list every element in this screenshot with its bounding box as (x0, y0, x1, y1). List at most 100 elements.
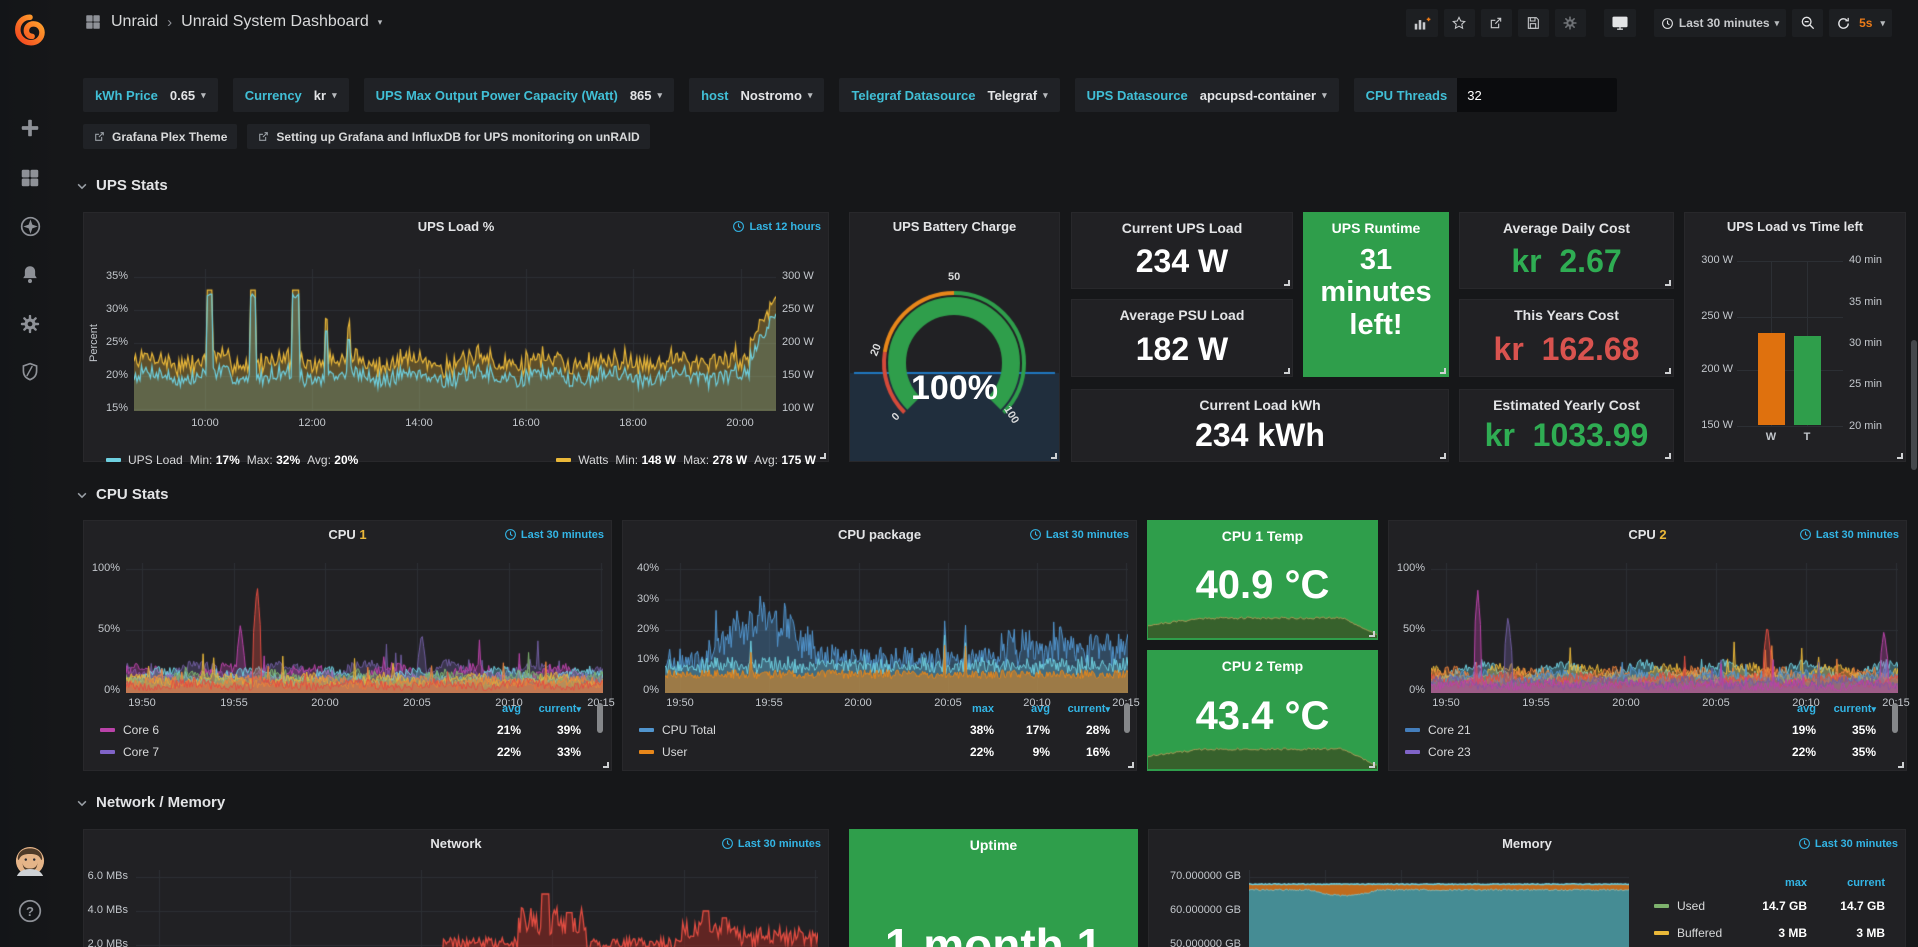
legend-header-current[interactable]: current▾ (538, 703, 581, 715)
variable-ups-max-output[interactable]: UPS Max Output Power Capacity (Watt) 865… (363, 78, 675, 112)
legend-item[interactable]: Used (1654, 899, 1705, 913)
panel-resize-handle[interactable] (1665, 453, 1671, 459)
panel-time-range[interactable]: Last 30 minutes (1029, 528, 1129, 541)
apps-icon[interactable] (84, 13, 102, 31)
legend-header-current[interactable]: current▾ (1833, 703, 1876, 715)
panel-time-range[interactable]: Last 30 minutes (1798, 837, 1898, 850)
legend-header-current[interactable]: current▾ (1067, 703, 1110, 715)
panel-resize-handle[interactable] (1898, 762, 1904, 768)
legend-item[interactable]: User (639, 745, 687, 759)
user-avatar[interactable] (0, 843, 60, 879)
legend-item-ups-load[interactable]: UPS Load Min: 17% Max: 32% Avg: 20% (106, 453, 358, 467)
stat-title[interactable]: Average PSU Load (1119, 307, 1245, 323)
legend-header-avg[interactable]: avg (502, 703, 521, 715)
cpu-threads-input[interactable] (1457, 78, 1618, 112)
panel-title[interactable]: CPU 1 (328, 527, 367, 542)
legend-header-max[interactable]: max (1784, 877, 1807, 889)
zoom-out-button[interactable] (1792, 9, 1824, 37)
cycle-view-button[interactable] (1603, 9, 1636, 37)
sidebar-dashboards-button[interactable] (0, 160, 60, 196)
stat-title[interactable]: UPS Runtime (1331, 220, 1421, 236)
panel-resize-handle[interactable] (1369, 762, 1375, 768)
stat-title[interactable]: Average Daily Cost (1502, 220, 1631, 236)
stat-title[interactable]: Estimated Yearly Cost (1493, 397, 1640, 413)
panel-resize-handle[interactable] (1128, 762, 1134, 768)
save-button[interactable] (1517, 9, 1549, 37)
settings-button[interactable] (1554, 9, 1586, 37)
legend-item[interactable]: Core 21 (1405, 723, 1471, 737)
sidebar-create-button[interactable] (0, 110, 60, 146)
legend-item[interactable]: Core 6 (100, 723, 159, 737)
panel-resize-handle[interactable] (1440, 453, 1446, 459)
stat-title[interactable]: Uptime (969, 837, 1018, 853)
stat-title[interactable]: CPU 2 Temp (1221, 658, 1304, 674)
legend-header-current[interactable]: current (1847, 877, 1885, 889)
legend-header-avg[interactable]: avg (1031, 703, 1050, 715)
y-tick-right: 200 W (782, 336, 814, 348)
panel-title[interactable]: UPS Load % (417, 219, 495, 234)
stat-title[interactable]: Current UPS Load (1121, 220, 1243, 236)
page-scrollbar-thumb[interactable] (1911, 340, 1917, 470)
link-ups-monitoring-guide[interactable]: Setting up Grafana and InfluxDB for UPS … (247, 124, 650, 149)
grafana-logo-icon[interactable] (0, 8, 60, 52)
variable-value: apcupsd-container (1199, 87, 1317, 103)
panel-time-range[interactable]: Last 30 minutes (1799, 528, 1899, 541)
panel-time-range[interactable]: Last 12 hours (732, 220, 821, 233)
legend-item-watts[interactable]: Watts Min: 148 W Max: 278 W Avg: 175 W (556, 453, 816, 467)
panel-resize-handle[interactable] (1284, 368, 1290, 374)
time-picker-button[interactable]: Last 30 minutes ▾ (1653, 9, 1787, 37)
panel-title[interactable]: Memory (1502, 836, 1552, 851)
breadcrumb-current[interactable]: Unraid System Dashboard (181, 13, 369, 30)
panel-resize-handle[interactable] (1051, 453, 1057, 459)
section-cpu-stats[interactable]: CPU Stats (76, 486, 169, 503)
variable-host[interactable]: host Nostromo ▾ (689, 78, 825, 112)
panel-resize-handle[interactable] (1665, 280, 1671, 286)
refresh-button[interactable]: 5s ▾ (1829, 9, 1892, 37)
panel-resize-handle[interactable] (1665, 368, 1671, 374)
panel-resize-handle[interactable] (1440, 368, 1446, 374)
legend-scrollbar[interactable] (1124, 703, 1130, 733)
panel-resize-handle[interactable] (1369, 631, 1375, 637)
legend-header-avg[interactable]: avg (1797, 703, 1816, 715)
panel-resize-handle[interactable] (1284, 280, 1290, 286)
sidebar-alerting-button[interactable] (0, 257, 60, 293)
help-icon[interactable]: ? (0, 893, 60, 929)
sidebar-configuration-button[interactable] (0, 306, 60, 342)
panel-time-range[interactable]: Last 30 minutes (721, 837, 821, 850)
section-ups-stats[interactable]: UPS Stats (76, 177, 168, 194)
panel-title[interactable]: CPU package (837, 527, 922, 542)
legend-item[interactable]: Buffered (1654, 926, 1722, 940)
variable-ups-datasource[interactable]: UPS Datasource apcupsd-container ▾ (1074, 78, 1339, 112)
legend-item[interactable]: Core 23 (1405, 745, 1471, 759)
legend-scrollbar[interactable] (597, 703, 603, 733)
sidebar-explore-button[interactable] (0, 208, 60, 244)
section-network-memory[interactable]: Network / Memory (76, 794, 225, 811)
panel-resize-handle[interactable] (1897, 453, 1903, 459)
legend-item[interactable]: Core 7 (100, 745, 159, 759)
stat-title[interactable]: CPU 1 Temp (1221, 528, 1304, 544)
star-button[interactable] (1443, 9, 1475, 37)
sidebar-server-admin-button[interactable] (0, 354, 60, 390)
panel-time-range[interactable]: Last 30 minutes (504, 528, 604, 541)
panel-title[interactable]: UPS Load vs Time left (1726, 219, 1864, 234)
variable-telegraf-datasource[interactable]: Telegraf Datasource Telegraf ▾ (839, 78, 1060, 112)
panel-resize-handle[interactable] (820, 453, 826, 459)
legend-item[interactable]: CPU Total (639, 723, 716, 737)
panel-title[interactable]: UPS Battery Charge (892, 219, 1017, 234)
stat-title[interactable]: This Years Cost (1514, 307, 1619, 323)
panel-title[interactable]: CPU 2 (1628, 527, 1667, 542)
share-button[interactable] (1480, 9, 1512, 37)
legend-header-max[interactable]: max (971, 703, 994, 715)
add-panel-button[interactable] (1405, 9, 1438, 37)
chevron-down-icon[interactable]: ▾ (377, 16, 383, 27)
breadcrumb-root[interactable]: Unraid (111, 13, 159, 30)
link-grafana-plex-theme[interactable]: Grafana Plex Theme (83, 124, 238, 149)
variable-kwh-price[interactable]: kWh Price 0.65 ▾ (83, 78, 218, 112)
legend-scrollbar[interactable] (1892, 703, 1898, 733)
panel-resize-handle[interactable] (603, 762, 609, 768)
stat-title[interactable]: Current Load kWh (1199, 397, 1321, 413)
variable-currency[interactable]: Currency kr ▾ (232, 78, 349, 112)
panel-title[interactable]: Network (430, 836, 482, 851)
y-tick: 60.000000 GB (1170, 904, 1241, 916)
